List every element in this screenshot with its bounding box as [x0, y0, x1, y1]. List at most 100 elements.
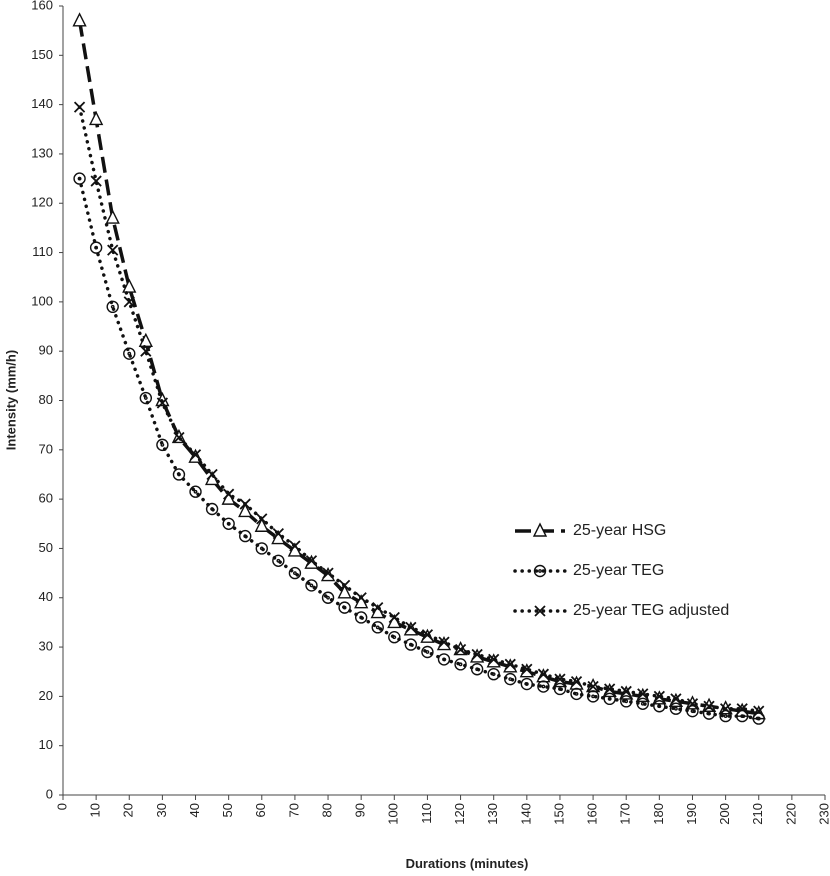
marker — [354, 611, 368, 624]
marker — [454, 658, 467, 671]
y-tick-label: 10 — [39, 737, 53, 752]
marker — [403, 621, 419, 636]
marker — [105, 209, 120, 224]
marker — [404, 638, 418, 651]
legend-label: 25-year TEG adjusted — [573, 602, 729, 619]
marker — [454, 643, 467, 656]
marker — [222, 517, 235, 530]
marker — [156, 438, 169, 451]
marker — [438, 636, 450, 648]
x-tick-label: 140 — [518, 803, 533, 825]
x-tick-label: 190 — [684, 803, 699, 825]
x-tick-label: 0 — [54, 803, 69, 810]
marker — [553, 682, 567, 696]
marker — [521, 663, 533, 675]
legend-marker — [534, 605, 546, 617]
marker — [371, 621, 384, 634]
y-tick-label: 40 — [39, 589, 53, 604]
x-tick-label: 40 — [187, 803, 202, 817]
y-tick-label: 110 — [32, 244, 53, 259]
marker — [189, 485, 202, 498]
marker — [106, 300, 119, 313]
marker — [156, 397, 169, 409]
marker — [388, 631, 401, 644]
marker — [73, 101, 86, 113]
marker — [272, 554, 285, 567]
y-tick-label: 60 — [39, 491, 53, 506]
marker — [503, 658, 518, 673]
x-axis-title: Durations (minutes) — [406, 856, 529, 871]
marker — [620, 695, 633, 708]
x-tick-label: 230 — [816, 803, 830, 825]
marker — [488, 653, 500, 666]
marker — [239, 498, 251, 510]
y-tick-label: 100 — [31, 293, 53, 308]
marker — [587, 680, 599, 693]
x-tick-label: 80 — [319, 803, 334, 817]
marker — [537, 680, 550, 693]
marker — [736, 703, 748, 715]
marker — [123, 296, 135, 308]
marker — [421, 629, 434, 641]
x-tick-label: 180 — [651, 803, 666, 825]
marker — [437, 653, 451, 666]
marker — [73, 172, 86, 185]
marker — [239, 529, 252, 543]
y-tick-label: 80 — [39, 392, 53, 407]
y-tick-label: 140 — [31, 96, 53, 111]
x-tick-label: 120 — [452, 803, 467, 825]
marker — [405, 621, 417, 633]
x-tick-label: 150 — [551, 803, 566, 825]
marker — [123, 347, 136, 360]
series-line — [77, 176, 761, 721]
marker — [703, 700, 715, 712]
x-tick-label: 100 — [386, 803, 401, 825]
marker — [637, 688, 649, 700]
marker — [289, 540, 301, 552]
x-tick-label: 160 — [585, 803, 600, 825]
marker — [256, 513, 268, 525]
marker — [620, 685, 632, 698]
legend-marker — [533, 564, 547, 578]
x-tick-label: 20 — [121, 803, 136, 817]
marker — [504, 658, 516, 670]
marker — [338, 601, 351, 614]
marker — [504, 672, 517, 686]
marker — [421, 645, 434, 659]
marker — [337, 584, 352, 599]
marker — [570, 687, 583, 701]
y-tick-label: 20 — [39, 688, 53, 703]
marker — [487, 668, 500, 681]
legend-label: 25-year TEG — [573, 562, 664, 579]
marker — [238, 502, 253, 518]
y-tick-label: 70 — [39, 441, 53, 456]
y-tick-label: 30 — [39, 639, 53, 654]
legend-label: 25-year HSG — [573, 522, 666, 539]
x-tick-label: 170 — [618, 803, 633, 825]
y-tick-label: 50 — [39, 540, 53, 555]
marker — [205, 502, 219, 516]
marker — [753, 705, 765, 717]
marker — [320, 566, 336, 582]
marker — [288, 566, 302, 580]
x-tick-label: 60 — [253, 803, 268, 817]
marker — [372, 601, 384, 614]
y-tick-label: 0 — [46, 786, 53, 801]
marker — [322, 567, 334, 579]
x-tick-label: 30 — [154, 803, 169, 817]
marker — [254, 517, 269, 532]
marker — [554, 673, 566, 685]
marker — [686, 698, 699, 710]
marker — [470, 663, 484, 676]
x-tick-label: 130 — [485, 803, 500, 825]
y-tick-label: 150 — [31, 47, 53, 62]
marker — [173, 431, 185, 444]
marker — [653, 700, 666, 713]
marker — [88, 110, 104, 126]
marker — [122, 278, 137, 293]
marker — [338, 579, 351, 592]
x-tick-label: 210 — [750, 803, 765, 825]
x-tick-label: 220 — [783, 803, 798, 825]
marker — [305, 555, 318, 567]
marker — [139, 391, 153, 405]
